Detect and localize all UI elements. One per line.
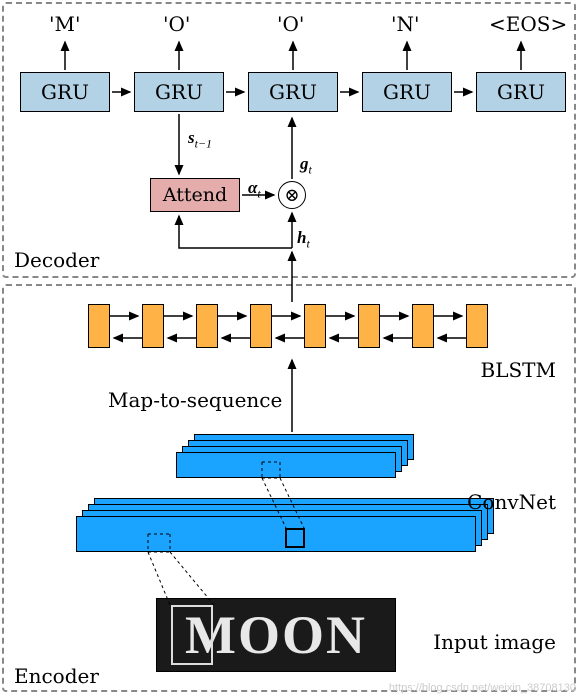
encoder-label: Encoder: [14, 664, 99, 688]
blstm-3: [196, 304, 218, 348]
decoder-box: [2, 2, 576, 278]
blstm-1: [88, 304, 110, 348]
rf-box-conv: [285, 528, 305, 548]
blstm-6: [358, 304, 380, 348]
convnet-label: ConvNet: [467, 490, 556, 514]
output-o2: 'O': [277, 12, 304, 36]
blstm-8: [466, 304, 488, 348]
gru-5: GRU: [476, 72, 566, 112]
gru-2: GRU: [134, 72, 224, 112]
output-o1: 'O': [163, 12, 190, 36]
blstm-label: BLSTM: [481, 358, 557, 382]
blstm-4: [250, 304, 272, 348]
output-m: 'M': [49, 12, 80, 36]
g-label: gt: [300, 154, 312, 177]
output-eos: <EOS>: [489, 12, 567, 36]
gru-4: GRU: [362, 72, 452, 112]
multiply-node: ⊗: [278, 181, 306, 209]
attend-box: Attend: [150, 178, 240, 212]
output-n: 'N': [391, 12, 420, 36]
alpha-label: αt: [248, 178, 261, 201]
gru-3: GRU: [248, 72, 338, 112]
blstm-5: [304, 304, 326, 348]
gru-1: GRU: [20, 72, 110, 112]
h-label: ht: [297, 228, 310, 251]
s-label: st−1: [188, 128, 212, 151]
blstm-2: [142, 304, 164, 348]
blstm-7: [412, 304, 434, 348]
watermark: https://blog.csdn.net/weixin_38708130: [389, 682, 576, 694]
map2seq-label: Map-to-sequence: [108, 388, 282, 412]
decoder-label: Decoder: [14, 248, 99, 272]
input-label: Input image: [433, 630, 556, 654]
input-image: MOON: [156, 598, 396, 672]
